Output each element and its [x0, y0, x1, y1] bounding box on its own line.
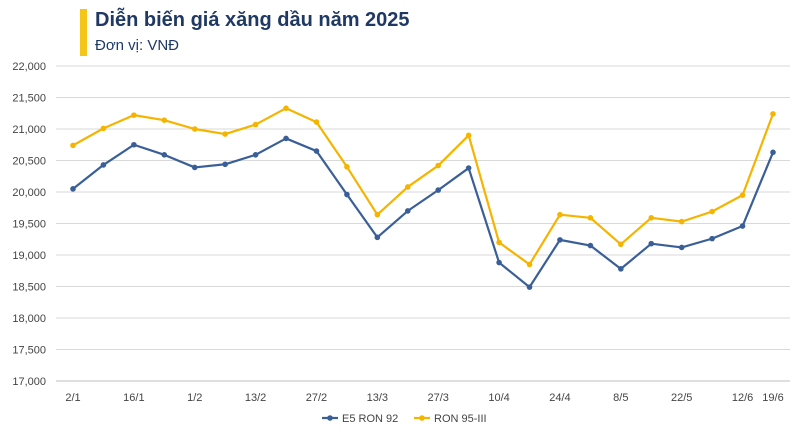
legend-label: E5 RON 92: [342, 413, 398, 425]
data-point: [618, 241, 624, 248]
data-point: [313, 148, 320, 154]
y-tick-label: 19,000: [12, 250, 46, 262]
data-point: [313, 119, 320, 125]
title-accent-bar: [80, 9, 87, 56]
y-tick-label: 17,500: [12, 345, 46, 357]
data-point: [739, 192, 746, 198]
data-point: [465, 165, 472, 171]
data-point: [131, 112, 137, 118]
x-tick-label: 27/2: [306, 392, 327, 404]
data-point: [374, 234, 381, 241]
data-point: [587, 215, 594, 221]
data-point: [161, 117, 168, 123]
data-point: [222, 161, 228, 168]
data-point: [770, 149, 776, 156]
x-tick-label: 24/4: [549, 392, 570, 404]
series-line: [72, 137, 775, 289]
data-point: [70, 186, 76, 192]
data-point: [283, 105, 289, 112]
data-point: [191, 126, 198, 132]
data-point: [526, 261, 533, 268]
x-tick-label: 1/2: [187, 392, 202, 404]
data-point: [739, 223, 746, 229]
data-point: [618, 266, 624, 272]
data-point: [252, 152, 259, 158]
y-tick-label: 17,000: [12, 376, 46, 388]
series-line: [72, 107, 775, 266]
data-point: [161, 152, 168, 158]
x-tick-label: 19/6: [762, 392, 783, 404]
data-point: [587, 242, 594, 249]
chart-subtitle: Đơn vị: VNĐ: [95, 37, 180, 54]
data-point: [648, 240, 655, 247]
x-tick-label: 13/3: [367, 392, 388, 404]
y-tick-label: 20,000: [12, 187, 46, 199]
y-tick-label: 19,500: [12, 219, 46, 231]
data-point: [404, 184, 411, 190]
data-point: [496, 259, 502, 266]
y-tick-label: 22,000: [12, 61, 46, 73]
data-point: [374, 211, 381, 218]
y-tick-label: 21,000: [12, 124, 46, 136]
x-tick-label: 13/2: [245, 392, 266, 404]
y-tick-label: 18,500: [12, 282, 46, 294]
data-point: [344, 191, 350, 198]
data-point: [131, 141, 137, 148]
data-point: [557, 237, 563, 243]
legend-swatch-marker: [327, 415, 333, 421]
x-tick-label: 12/6: [732, 392, 753, 404]
data-point: [70, 142, 76, 149]
data-point: [100, 125, 107, 132]
data-point: [496, 239, 502, 246]
data-point: [465, 132, 472, 139]
data-point: [435, 187, 442, 193]
data-point: [678, 244, 685, 251]
x-tick-label: 8/5: [613, 392, 628, 404]
data-point: [557, 211, 563, 218]
legend-label: RON 95-III: [434, 413, 487, 425]
data-point: [648, 215, 655, 221]
data-point: [678, 218, 685, 225]
y-tick-label: 21,500: [12, 93, 46, 105]
x-tick-label: 22/5: [671, 392, 692, 404]
data-point: [222, 131, 228, 137]
y-tick-label: 18,000: [12, 313, 46, 325]
data-point: [770, 111, 776, 117]
data-point: [709, 235, 715, 242]
x-tick-label: 16/1: [123, 392, 144, 404]
data-point: [252, 121, 259, 128]
legend-swatch-marker: [419, 415, 425, 421]
data-point: [435, 162, 442, 169]
data-point: [344, 164, 350, 170]
data-point: [709, 208, 715, 215]
x-tick-label: 10/4: [488, 392, 509, 404]
data-point: [191, 164, 198, 171]
data-point: [404, 208, 411, 214]
x-tick-label: 2/1: [65, 392, 80, 404]
chart-title: Diễn biến giá xăng dầu năm 2025: [95, 9, 410, 31]
data-point: [283, 135, 289, 142]
x-tick-label: 27/3: [428, 392, 449, 404]
data-point: [100, 162, 107, 168]
y-tick-label: 20,500: [12, 156, 46, 168]
data-point: [526, 284, 533, 290]
